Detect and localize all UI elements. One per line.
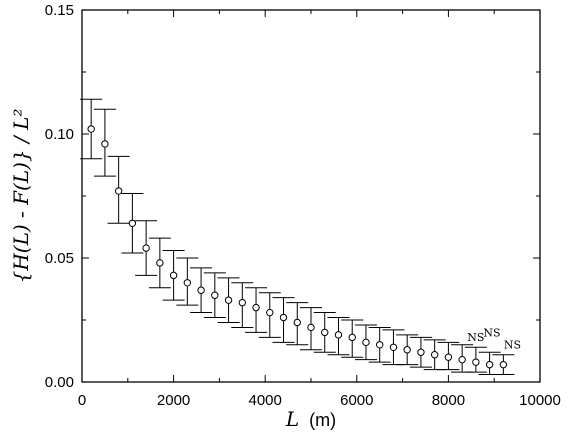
- x-tick-label: 8000: [432, 392, 465, 409]
- data-point: [224, 296, 233, 304]
- x-axis-label: L (m): [285, 407, 336, 431]
- x-axis-unit: (m): [309, 410, 336, 430]
- axis-ticks: 0 2000 4000 6000 8000 10000 0.00 0.05 0.10 0.15: [45, 2, 561, 409]
- data-point: [307, 323, 315, 332]
- x-tick-label: 4000: [249, 392, 282, 409]
- data-point: [114, 187, 123, 195]
- data-point: [87, 125, 95, 133]
- data-point: [499, 360, 508, 369]
- data-point: [321, 328, 329, 337]
- x-tick-label: 10000: [519, 392, 561, 409]
- y-tick-label: 0.05: [45, 250, 74, 267]
- y-tick-label: 0.10: [45, 126, 74, 143]
- data-point: [376, 341, 384, 349]
- data-point: [334, 331, 343, 339]
- x-tick-label: 2000: [157, 392, 190, 409]
- y-tick-label: 0.00: [45, 374, 74, 391]
- error-bars: [80, 98, 515, 376]
- x-tick-label: 6000: [340, 392, 373, 409]
- data-point: [142, 244, 150, 252]
- data-point: [444, 353, 453, 361]
- data-point: [389, 343, 398, 351]
- data-point: [362, 338, 370, 347]
- data-point: [169, 271, 178, 280]
- data-point: [128, 219, 137, 227]
- ns-annotation: NS: [467, 331, 484, 344]
- data-point: [293, 318, 301, 327]
- ns-annotation: NS: [504, 339, 521, 352]
- ns-annotation: NS: [483, 327, 500, 340]
- data-point: [403, 346, 411, 354]
- data-point: [348, 333, 356, 342]
- data-point: [101, 140, 109, 148]
- y-axis-label: {H(L) - F(L)} / L²: [9, 109, 33, 284]
- data-point: [238, 298, 247, 307]
- data-point: [485, 360, 494, 369]
- data-point: [183, 279, 192, 287]
- data-point: [266, 308, 274, 317]
- data-point: [279, 313, 288, 322]
- data-point: [458, 355, 466, 364]
- x-axis-variable: L: [285, 407, 299, 431]
- data-point: [430, 351, 439, 359]
- data-point: [252, 303, 260, 312]
- x-tick-label: 0: [78, 392, 86, 409]
- y-tick-label: 0.15: [45, 2, 74, 19]
- data-points: [87, 125, 508, 369]
- data-point: [197, 286, 205, 294]
- data-point: [211, 291, 219, 299]
- data-point: [417, 348, 425, 356]
- data-point: [472, 358, 480, 366]
- data-point: [156, 259, 164, 267]
